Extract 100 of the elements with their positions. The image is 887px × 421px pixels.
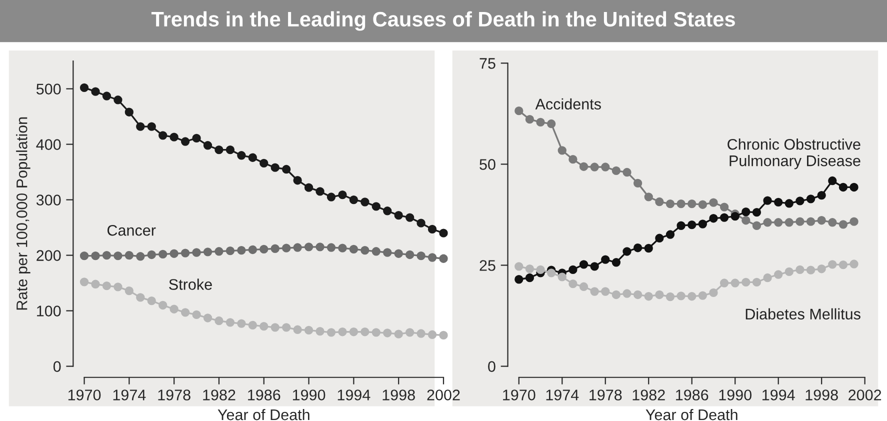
x-tick-label: 1978 (158, 390, 190, 400)
point (214, 316, 224, 326)
point (601, 162, 610, 172)
x-tick-label: 1970 (68, 390, 101, 400)
point (383, 206, 392, 216)
point (644, 192, 653, 202)
point (124, 250, 134, 260)
point (349, 195, 358, 204)
point (383, 328, 392, 338)
point (546, 119, 556, 128)
point (338, 328, 347, 336)
point (260, 322, 268, 331)
y-tick-label: 300 (36, 194, 61, 206)
point (226, 146, 235, 154)
point (80, 278, 89, 286)
point (546, 268, 556, 278)
y-tick-label: 400 (36, 139, 61, 150)
point (170, 249, 178, 258)
point (114, 251, 122, 260)
point (612, 166, 621, 175)
point (428, 330, 437, 339)
point (158, 250, 168, 259)
x-axis-title: Year of Death (646, 408, 738, 420)
point (612, 258, 621, 267)
point (226, 246, 235, 256)
point (270, 244, 280, 253)
x-tick-label: 1978 (590, 390, 622, 400)
point (720, 278, 729, 288)
series-label: Stroke (169, 278, 212, 290)
y-tick-label: 0 (53, 361, 61, 372)
point (698, 220, 708, 228)
point (633, 178, 642, 188)
point (428, 224, 437, 234)
point (405, 328, 414, 337)
point (709, 198, 718, 207)
point (828, 218, 837, 227)
point (644, 244, 653, 253)
y-tick-label: 0 (488, 361, 496, 372)
series-label: Diabetes Mellitus (746, 308, 860, 320)
point (102, 281, 112, 290)
point (416, 329, 426, 338)
point (828, 176, 837, 186)
point (80, 251, 89, 260)
point (349, 244, 358, 254)
point (817, 264, 826, 274)
point (688, 292, 696, 301)
point (270, 163, 280, 172)
point (349, 328, 358, 336)
point (360, 328, 370, 336)
point (203, 314, 212, 322)
point (136, 293, 145, 302)
point (796, 217, 804, 226)
point (416, 218, 426, 228)
point (316, 326, 324, 336)
x-tick-label: 1990 (292, 390, 326, 400)
point (304, 326, 314, 335)
point (850, 260, 858, 268)
point (326, 243, 336, 252)
point (806, 194, 816, 204)
point (170, 132, 178, 142)
point (237, 319, 246, 328)
point (784, 267, 794, 276)
point (644, 292, 653, 301)
point (383, 248, 392, 257)
point (80, 83, 89, 92)
point (655, 290, 664, 300)
x-axis-title: Year of Death (218, 408, 310, 420)
y-axis-title: Rate per 100,000 Population (16, 117, 30, 310)
point (698, 291, 708, 300)
point (666, 230, 675, 239)
point (688, 199, 696, 208)
series-label: Cancer (107, 224, 156, 236)
point (784, 199, 794, 208)
y-tick-label: 75 (480, 58, 496, 69)
point (579, 162, 588, 171)
point (612, 290, 621, 300)
point (192, 248, 201, 257)
point (730, 212, 740, 221)
point (114, 96, 122, 104)
point (326, 192, 336, 202)
point (214, 146, 224, 154)
y-tick-label: 200 (36, 250, 61, 261)
point (282, 323, 291, 332)
point (590, 262, 599, 271)
point (709, 288, 718, 298)
point (525, 273, 534, 282)
x-tick-label: 1998 (382, 390, 415, 400)
point (203, 248, 212, 256)
point (763, 196, 772, 205)
point (752, 208, 762, 217)
point (514, 275, 524, 284)
point (796, 196, 804, 206)
point (568, 279, 578, 288)
point (536, 118, 545, 126)
x-tick-label: 1986 (248, 390, 280, 400)
point (136, 252, 145, 261)
y-tick-label: 500 (36, 84, 61, 94)
point (439, 254, 448, 263)
point (806, 217, 816, 226)
point (136, 122, 145, 131)
